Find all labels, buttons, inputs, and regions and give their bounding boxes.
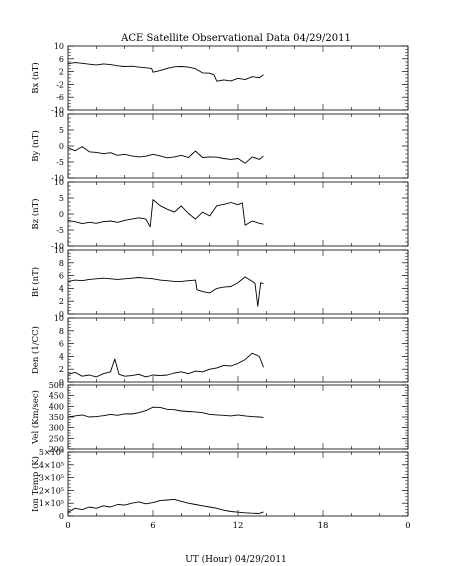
y-tick-label: 0 (59, 378, 64, 387)
y-tick-label: -5 (56, 226, 64, 235)
y-tick-label: 10 (54, 178, 64, 187)
x-tick-label: 0 (405, 521, 410, 531)
panels-group: 10 6 2 -2 -6 -10 Bx (nT) 10 5 0 -5 -10 By (nT) 10 5 0 -5… (30, 42, 409, 521)
y-tick-label: -10 (51, 174, 64, 183)
panel-bt: 10 8 6 4 2 0 Bt (nT) (30, 246, 409, 319)
y-axis-label: Vel (Km/sec) (30, 390, 41, 445)
series-line-bx (67, 62, 264, 82)
y-tick-label: 6 (59, 55, 64, 64)
series-line-vel (67, 406, 264, 418)
y-axis-label: By (nT) (30, 130, 41, 162)
y-tick-label: 8 (59, 259, 64, 268)
y-tick-label: 2 (59, 68, 64, 77)
x-tick-label: 6 (150, 521, 155, 531)
y-tick-label: 10 (54, 246, 64, 255)
panel-frame (67, 451, 409, 517)
y-tick-label: 400 (49, 402, 64, 411)
x-axis-label: UT (Hour) 04/29/2011 (185, 554, 287, 565)
panel-frame (67, 249, 409, 315)
panel-bx: 10 6 2 -2 -6 -10 Bx (nT) (30, 42, 409, 115)
y-tick-label: 1×10⁵ (39, 499, 64, 508)
y-tick-label: 8 (59, 327, 64, 336)
y-tick-label: -5 (56, 158, 64, 167)
panel-by: 10 5 0 -5 -10 By (nT) (30, 110, 409, 183)
series-line-ion-temp (67, 498, 264, 514)
panel-bz: 10 5 0 -5 -10 Bz (nT) (30, 178, 409, 251)
panel-ion-temp: 5×10⁵ 4×10⁵ 3×10⁵ 2×10⁵ 1×10⁵ 0 Ion Temp (K) (30, 448, 409, 521)
series-line-den (67, 352, 264, 378)
y-tick-label: 3×10⁵ (39, 474, 64, 483)
y-tick-label: 0 (59, 210, 64, 219)
y-tick-label: 5 (59, 194, 64, 203)
series-line-bt (67, 276, 264, 307)
y-axis-label: Ion Temp (K) (30, 456, 41, 512)
y-axis-label: Bz (nT) (30, 198, 41, 229)
panel-frame (67, 113, 409, 179)
series-line-by (67, 146, 264, 164)
y-tick-label: 250 (49, 434, 64, 443)
y-tick-label: 0 (59, 142, 64, 151)
panel-frame (67, 317, 409, 383)
y-tick-label: 2 (59, 365, 64, 374)
y-axis-label: Bt (nT) (30, 267, 41, 297)
y-tick-label: 300 (49, 424, 64, 433)
y-tick-label: 450 (49, 392, 64, 401)
panel-den: 10 8 6 4 2 0 Den (1/CC) (30, 314, 409, 387)
y-tick-label: 0 (59, 310, 64, 319)
panel-frame (67, 181, 409, 247)
y-tick-label: 6 (59, 340, 64, 349)
y-tick-label: 2 (59, 297, 64, 306)
panel-frame (67, 384, 409, 450)
y-axis-label: Den (1/CC) (30, 326, 41, 374)
y-axis-label: Bx (nT) (30, 62, 41, 94)
y-tick-label: -10 (51, 106, 64, 115)
y-tick-label: 0 (59, 512, 64, 521)
x-axis: 0 6 12 18 0 (65, 521, 410, 531)
y-tick-label: -6 (56, 93, 64, 102)
x-tick-label: 0 (65, 521, 70, 531)
x-tick-label: 12 (233, 521, 244, 531)
series-line-bz (67, 199, 264, 228)
y-tick-label: -10 (51, 242, 64, 251)
y-tick-label: 350 (49, 413, 64, 422)
y-tick-label: 2×10⁵ (39, 486, 64, 495)
y-tick-label: 200 (49, 445, 64, 454)
y-tick-label: 10 (54, 110, 64, 119)
x-tick-label: 18 (318, 521, 329, 531)
y-tick-label: 10 (54, 314, 64, 323)
y-tick-label: 4 (59, 284, 64, 293)
y-tick-label: 4×10⁵ (39, 461, 64, 470)
chart-title: ACE Satellite Observational Data 04/29/2… (120, 33, 351, 44)
y-tick-label: 10 (54, 42, 64, 51)
y-tick-label: 4 (59, 352, 64, 361)
y-tick-label: 500 (49, 381, 64, 390)
y-tick-label: -2 (56, 80, 64, 89)
y-tick-label: 6 (59, 272, 64, 281)
y-tick-label: 5 (59, 126, 64, 135)
y-tick-label: 5×10⁵ (39, 448, 64, 457)
